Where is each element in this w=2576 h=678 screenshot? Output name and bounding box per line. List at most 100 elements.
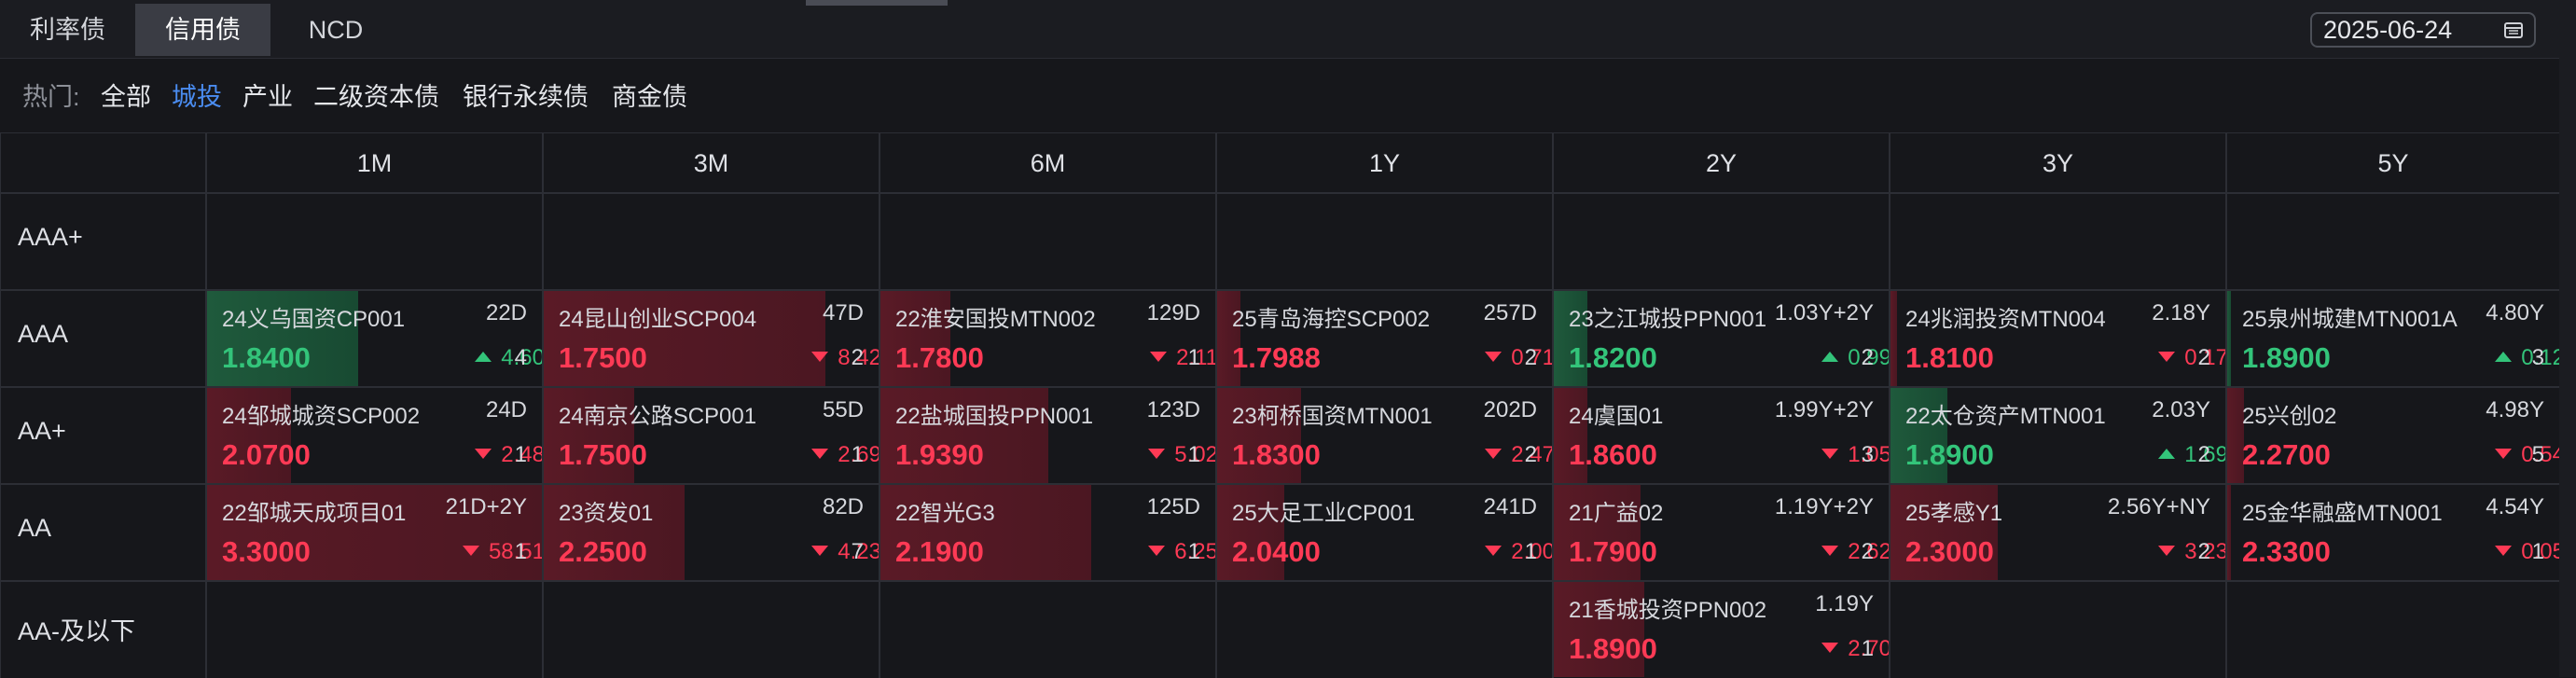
bond-name: 22盐城国投PPN001	[895, 404, 1094, 429]
bond-change-value: 2.00	[1511, 539, 1552, 564]
bond-yield: 1.8200	[1569, 341, 1657, 374]
bond-cell[interactable]: 22太仓资产MTN001 2.03Y 1.8900 1.69 2	[1890, 388, 2225, 483]
change-intensity-bar	[2227, 388, 2244, 483]
bond-cell[interactable]: 24昆山创业SCP004 47D 1.7500 8.42 2	[544, 291, 879, 386]
chip-bank-perpetual[interactable]: 银行永续债	[463, 83, 589, 111]
bond-cell[interactable]: 21香城投资PPN002 1.19Y 1.8900 2.70 1	[1554, 582, 1889, 677]
bond-change-value: 2.70	[1848, 636, 1889, 661]
triangle-down-icon	[1148, 449, 1166, 460]
bond-change-value: 2.48	[501, 442, 542, 467]
bond-cell[interactable]: 22智光G3 125D 2.1900 6.25 1	[880, 485, 1215, 580]
grid-divider	[1889, 133, 1890, 678]
row-header-aaa-plus: AAA+	[18, 223, 83, 251]
chip-chengtou[interactable]: 城投	[172, 83, 222, 111]
bond-name: 24虞国01	[1569, 404, 1664, 429]
grid-divider	[205, 133, 207, 678]
bond-cell[interactable]: 24邹城城资SCP002 24D 2.0700 2.48 1	[207, 388, 542, 483]
bond-name: 24义乌国资CP001	[222, 307, 406, 332]
bond-term: 241D	[1483, 494, 1537, 519]
bond-cell[interactable]: 23之江城投PPN001 1.03Y+2Y 1.8200 0.99 2	[1554, 291, 1889, 386]
bond-change-value: 0.05	[2521, 539, 2559, 564]
triangle-down-icon	[2158, 546, 2176, 557]
triangle-down-icon	[1821, 449, 1839, 460]
chip-all[interactable]: 全部	[101, 83, 151, 111]
bond-change-value: 5.02	[1174, 442, 1215, 467]
bond-change: 1.69	[2060, 442, 2225, 468]
bond-name: 24兆润投资MTN004	[1905, 307, 2106, 332]
triangle-down-icon	[1150, 352, 1168, 363]
triangle-down-icon	[475, 449, 492, 460]
column-header-5y: 5Y	[2377, 149, 2409, 177]
bond-cell[interactable]: 22邹城天成项目01 21D+2Y 3.3000 58.51 1	[207, 485, 542, 580]
top-indicator	[806, 0, 948, 6]
change-intensity-bar	[1217, 485, 1284, 580]
bond-yield: 3.3000	[222, 535, 311, 568]
bond-cell[interactable]: 25大足工业CP001 241D 2.0400 2.00 1	[1217, 485, 1552, 580]
bond-yield: 1.7500	[559, 438, 647, 471]
bond-cell[interactable]: 24兆润投资MTN004 2.18Y 1.8100 0.17 2	[1890, 291, 2225, 386]
bond-term: 2.18Y	[2152, 300, 2210, 325]
bond-change: 0.99	[1724, 345, 1889, 371]
change-intensity-bar	[1890, 291, 1897, 386]
triangle-up-icon	[2158, 449, 2176, 460]
bond-change-value: 4.60	[501, 345, 542, 370]
date-picker[interactable]: 2025-06-24	[2310, 12, 2536, 48]
bond-yield: 2.1900	[895, 535, 984, 568]
chip-commercial-financial[interactable]: 商金债	[612, 83, 687, 111]
bond-cell[interactable]: 22淮安国投MTN002 129D 1.7800 2.11 1	[880, 291, 1215, 386]
bond-cell[interactable]: 23柯桥国资MTN001 202D 1.8300 2.47 2	[1217, 388, 1552, 483]
bond-name: 24南京公路SCP001	[559, 404, 757, 429]
change-intensity-bar	[1554, 388, 1587, 483]
bond-change: 5.02	[1050, 442, 1215, 468]
bond-cell[interactable]: 24虞国01 1.99Y+2Y 1.8600 1.05 3	[1554, 388, 1889, 483]
bond-name: 22太仓资产MTN001	[1905, 404, 2106, 429]
row-header-aa: AA	[18, 514, 52, 542]
bond-change: 2.70	[1724, 636, 1889, 662]
bond-cell[interactable]: 22盐城国投PPN001 123D 1.9390 5.02 1	[880, 388, 1215, 483]
chip-tier2-capital[interactable]: 二级资本债	[313, 83, 439, 111]
scrollbar[interactable]	[2559, 58, 2576, 677]
bond-name: 25大足工业CP001	[1232, 501, 1416, 526]
bond-yield: 1.9390	[895, 438, 984, 471]
bond-change: 8.42	[713, 345, 879, 371]
bond-count: 2	[1861, 345, 1874, 370]
column-header-6m: 6M	[1030, 149, 1066, 177]
bond-count: 2	[1524, 345, 1537, 370]
bond-cell[interactable]: 25孝感Y1 2.56Y+NY 2.3000 3.23 2	[1890, 485, 2225, 580]
bond-cell[interactable]: 24南京公路SCP001 55D 1.7500 2.69 1	[544, 388, 879, 483]
tab-ncd[interactable]: NCD	[308, 16, 364, 44]
triangle-down-icon	[1821, 643, 1839, 654]
change-intensity-bar	[1217, 388, 1301, 483]
triangle-down-icon	[1485, 546, 1503, 557]
bond-name: 22淮安国投MTN002	[895, 307, 1096, 332]
row-header-aa-minus-below: AA-及以下	[18, 617, 136, 645]
change-intensity-bar	[544, 388, 634, 483]
bond-cell[interactable]: 23资发01 82D 2.2500 4.23 7	[544, 485, 879, 580]
bond-count: 2	[851, 345, 864, 370]
bond-change: 2.48	[377, 442, 542, 468]
tab-credit-bond[interactable]: 信用债	[135, 4, 270, 56]
grid-divider	[879, 133, 880, 678]
triangle-down-icon	[462, 546, 479, 557]
triangle-up-icon	[475, 352, 492, 363]
bond-cell[interactable]: 25金华融盛MTN001 4.54Y 2.3300 0.05 1	[2227, 485, 2559, 580]
grid-divider	[1, 289, 2560, 291]
bond-cell[interactable]: 25青岛海控SCP002 257D 1.7988 0.71 2	[1217, 291, 1552, 386]
grid-divider	[2225, 133, 2227, 678]
date-value: 2025-06-24	[2323, 16, 2453, 44]
chip-industry[interactable]: 产业	[242, 83, 293, 111]
bond-cell[interactable]: 21广益02 1.19Y+2Y 1.7900 2.62 2	[1554, 485, 1889, 580]
bond-term: 4.80Y	[2486, 300, 2544, 325]
bond-change: 1.05	[1724, 442, 1889, 468]
bond-cell[interactable]: 24义乌国资CP001 22D 1.8400 4.60 4	[207, 291, 542, 386]
tab-rates-bond[interactable]: 利率债	[30, 16, 105, 44]
bond-name: 23柯桥国资MTN001	[1232, 404, 1433, 429]
bond-term: 1.19Y	[1815, 591, 1874, 616]
bond-name: 23之江城投PPN001	[1569, 307, 1767, 332]
bond-cell[interactable]: 25兴创02 4.98Y 2.2700 0.54 5	[2227, 388, 2559, 483]
bond-term: 2.56Y+NY	[2107, 494, 2210, 519]
grid-divider	[1215, 133, 1217, 678]
triangle-down-icon	[2495, 546, 2513, 557]
bond-count: 1	[514, 442, 527, 467]
bond-cell[interactable]: 25泉州城建MTN001A 4.80Y 1.8900 0.12 3	[2227, 291, 2559, 386]
